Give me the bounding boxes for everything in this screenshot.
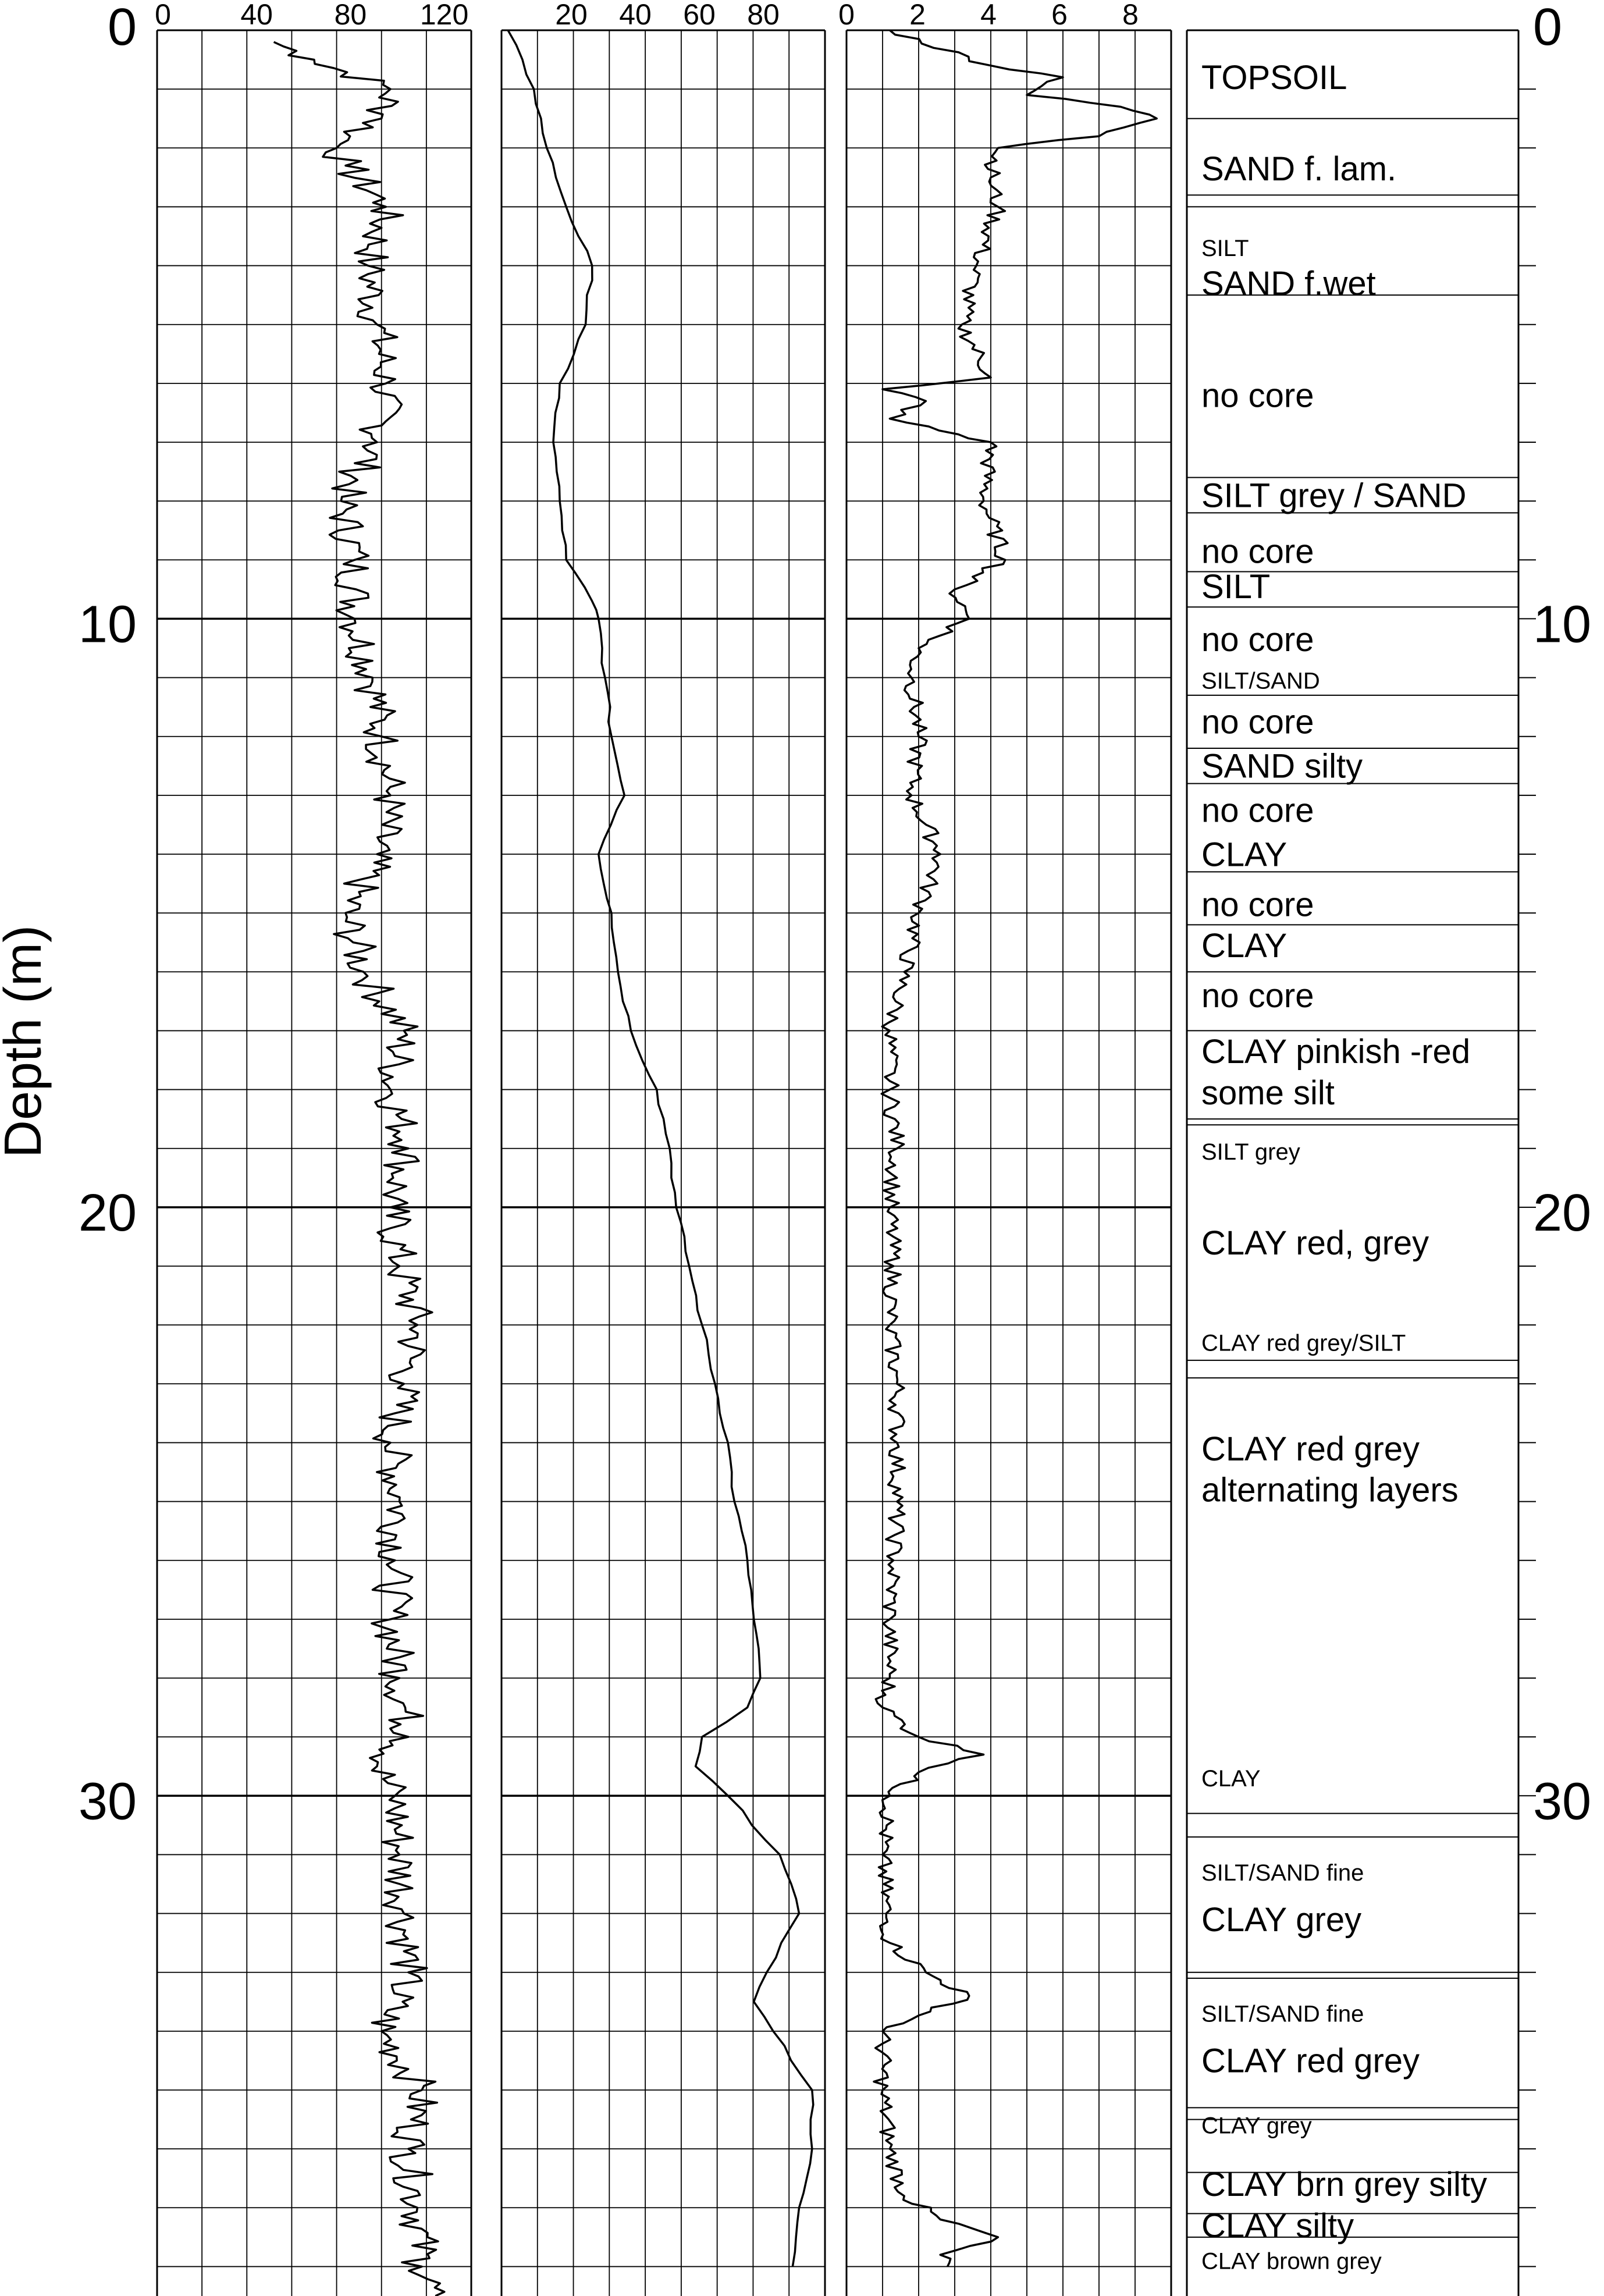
lithology-label: TOPSOIL [1201, 59, 1347, 97]
lithology-label: CLAY red grey [1201, 1430, 1420, 1468]
depth-tick-label-right: 0 [1533, 0, 1562, 56]
lithology-label: SILT/SAND fine [1201, 1860, 1364, 1886]
x-tick-label: 2 [909, 0, 926, 31]
x-tick-label: 6 [1051, 0, 1068, 31]
lithology-label: CLAY red grey [1201, 2042, 1420, 2080]
log-series-line-2 [507, 30, 815, 2267]
lithology-label: CLAY [1201, 927, 1287, 965]
depth-tick-label-right: 20 [1533, 1184, 1591, 1242]
lithology-label: no core [1201, 376, 1314, 414]
lithology-label: some silt [1201, 1074, 1335, 1112]
annotation-layer: TOPSOIL SAND f. lam. SILT SAND f.wet no core… [1201, 59, 1487, 2274]
x-tick-label: 60 [683, 0, 716, 31]
depth-tick-label-right: 30 [1533, 1772, 1591, 1831]
lithology-label: SILT/SAND fine [1201, 2002, 1364, 2027]
lithology-label: SAND silty [1201, 748, 1363, 786]
lithology-label: CLAY grey [1201, 2113, 1312, 2139]
lithology-label: SAND f.wet [1201, 265, 1376, 303]
log-series-line-3 [873, 29, 1158, 2267]
x-tick-label: 8 [1122, 0, 1139, 31]
lithology-label: SILT [1201, 568, 1270, 606]
lithology-label: no core [1201, 886, 1314, 923]
x-tick-label: 80 [335, 0, 367, 31]
lithology-label: CLAY red, grey [1201, 1224, 1429, 1262]
x-tick-label: 0 [838, 0, 855, 31]
lithology-label: CLAY grey [1201, 1901, 1361, 1939]
series-layer [273, 29, 1158, 2296]
lithology-label: SAND f. lam. [1201, 150, 1396, 188]
lithology-label: no core [1201, 791, 1314, 829]
lithology-label: CLAY brn grey silty [1201, 2166, 1487, 2203]
lithology-label: no core [1201, 532, 1314, 570]
x-tick-label: 4 [980, 0, 997, 31]
lithology-label: CLAY [1201, 836, 1287, 873]
depth-tick-label-right: 10 [1533, 595, 1591, 653]
depth-tick-label-left: 10 [79, 595, 137, 653]
x-tick-label: 40 [619, 0, 652, 31]
lithology-label: SILT/SAND [1201, 669, 1320, 694]
x-tick-label: 0 [155, 0, 171, 31]
lithology-label: no core [1201, 621, 1314, 659]
depth-tick-label-left: 20 [79, 1184, 137, 1242]
lithology-label: no core [1201, 977, 1314, 1015]
gridlines [156, 29, 1536, 2296]
lithology-label: CLAY red grey/SILT [1201, 1330, 1406, 1356]
x-tick-label: 20 [555, 0, 588, 31]
x-tick-label: 40 [240, 0, 273, 31]
lithology-label: SILT grey / SAND [1201, 477, 1467, 514]
lithology-label: CLAY brown grey [1201, 2248, 1382, 2274]
log-series-line-1 [273, 41, 446, 2296]
lithology-label: CLAY silty [1201, 2207, 1354, 2245]
lithology-label: SILT [1201, 236, 1249, 261]
x-tick-label: 120 [420, 0, 468, 31]
x-tick-label: 80 [747, 0, 780, 31]
lithology-label: CLAY [1201, 1766, 1261, 1792]
lithology-label: alternating layers [1201, 1472, 1459, 1509]
depth-tick-label-left: 30 [79, 1772, 137, 1831]
lithology-label: SILT grey [1201, 1139, 1300, 1165]
y-axis-label: Depth (m) [0, 925, 52, 1158]
lithology-label: no core [1201, 703, 1314, 741]
lithology-label: CLAY pinkish -red [1201, 1033, 1470, 1071]
depth-tick-label-left: 0 [108, 0, 137, 56]
